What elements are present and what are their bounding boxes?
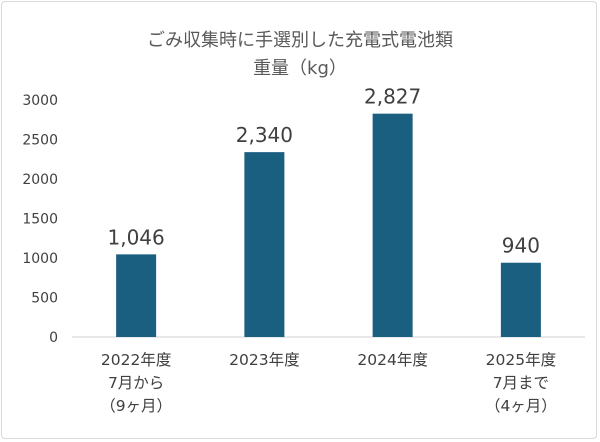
y-tick-label: 2500 — [22, 133, 58, 149]
x-tick-label: 7月まで — [493, 374, 549, 392]
data-label: 2,827 — [364, 85, 421, 109]
y-tick-label: 1500 — [22, 212, 58, 228]
chart-title: ごみ収集時に手選別した充電式電池類 重量（kg） — [147, 30, 453, 79]
x-tick-label: （4ヶ月） — [485, 397, 557, 415]
x-tick-label: 2024年度 — [357, 351, 427, 369]
y-axis: 0 500 1000 1500 2000 2500 3000 — [22, 93, 58, 346]
data-label: 2,340 — [236, 123, 293, 147]
x-axis: 2022年度 7月から （9ヶ月） 2023年度 2024年度 2025年度 7月まで （4ヶ… — [100, 351, 557, 415]
y-tick-label: 2000 — [22, 172, 58, 188]
y-tick-label: 1000 — [22, 251, 58, 267]
x-tick-label: 2022年度 — [101, 351, 171, 369]
x-tick-label: 7月から — [108, 374, 164, 392]
data-labels: 1,046 2,340 2,827 940 — [107, 85, 539, 258]
data-label: 940 — [502, 234, 540, 258]
x-tick-label: 2025年度 — [486, 351, 556, 369]
y-tick-label: 0 — [49, 330, 58, 346]
chart-title-line-1: ごみ収集時に手選別した充電式電池類 — [147, 30, 453, 51]
bar — [372, 113, 413, 338]
bar — [244, 152, 285, 337]
y-tick-label: 500 — [31, 291, 58, 307]
y-tick-label: 3000 — [22, 93, 58, 109]
chart-title-line-2: 重量（kg） — [253, 58, 347, 79]
data-label: 1,046 — [107, 225, 164, 249]
bar — [116, 254, 157, 337]
bars — [116, 113, 541, 338]
x-tick-label: （9ヶ月） — [100, 397, 172, 415]
bar — [500, 262, 541, 337]
x-tick-label: 2023年度 — [229, 351, 299, 369]
